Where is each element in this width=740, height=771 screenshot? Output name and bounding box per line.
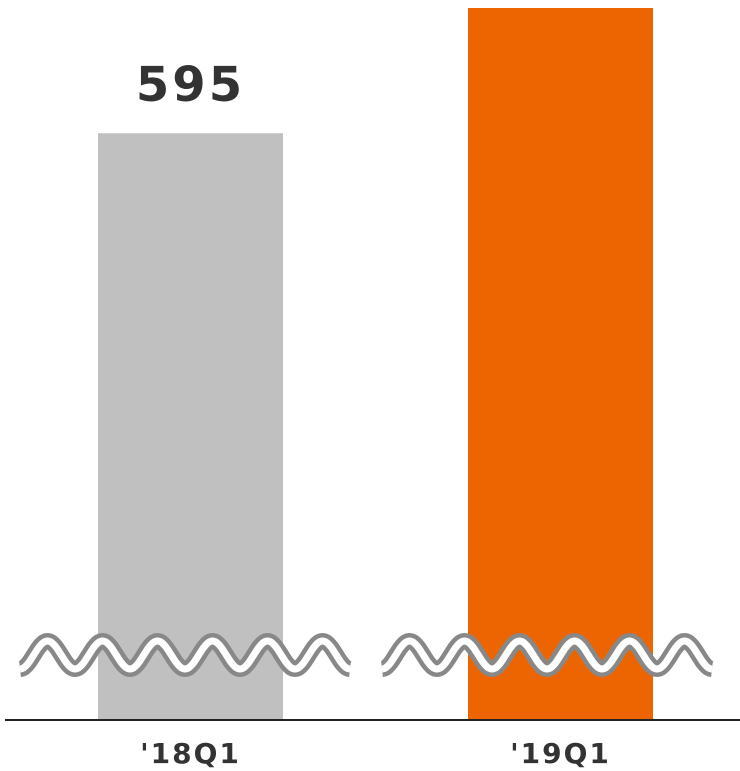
bar (468, 8, 653, 720)
axis-break-gap (381, 637, 713, 673)
x-tick-label: '18Q1 (140, 737, 241, 770)
x-tick-label: '19Q1 (510, 737, 611, 770)
axis-break-gap (19, 637, 351, 673)
bar (98, 133, 283, 721)
value-label: 595 (136, 57, 245, 113)
